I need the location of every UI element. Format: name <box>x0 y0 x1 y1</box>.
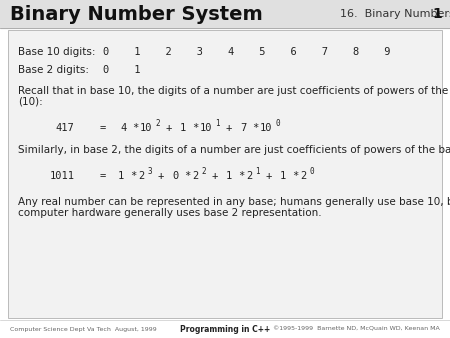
Text: 10: 10 <box>260 123 273 133</box>
Text: 1: 1 <box>432 7 442 21</box>
Text: *: * <box>184 171 190 181</box>
Text: 2: 2 <box>201 167 206 175</box>
Text: 0    1: 0 1 <box>103 65 140 75</box>
Text: 10: 10 <box>140 123 153 133</box>
Text: =: = <box>100 171 106 181</box>
Text: Similarly, in base 2, the digits of a number are just coefficients of powers of : Similarly, in base 2, the digits of a nu… <box>18 145 450 155</box>
Text: 16.  Binary Numbers: 16. Binary Numbers <box>340 9 450 19</box>
Text: *: * <box>132 123 138 133</box>
Text: (10):: (10): <box>18 96 43 106</box>
Bar <box>8 30 442 318</box>
Bar <box>0 0 450 28</box>
Text: Computer Science Dept Va Tech  August, 1999: Computer Science Dept Va Tech August, 19… <box>10 327 157 332</box>
Text: Base 2 digits:: Base 2 digits: <box>18 65 89 75</box>
Text: 4: 4 <box>120 123 126 133</box>
Text: 2: 2 <box>192 171 198 181</box>
Text: 1: 1 <box>226 171 232 181</box>
Text: +: + <box>158 171 164 181</box>
Text: Any real number can be represented in any base; humans generally use base 10, bu: Any real number can be represented in an… <box>18 197 450 207</box>
Text: 1: 1 <box>280 171 286 181</box>
Text: 0: 0 <box>275 119 279 127</box>
Text: 0: 0 <box>309 167 314 175</box>
Text: Recall that in base 10, the digits of a number are just coefficients of powers o: Recall that in base 10, the digits of a … <box>18 86 450 96</box>
Text: 2: 2 <box>138 171 144 181</box>
Text: 417: 417 <box>55 123 74 133</box>
Text: +: + <box>212 171 218 181</box>
Text: 0: 0 <box>172 171 178 181</box>
Text: 1: 1 <box>255 167 260 175</box>
Text: =: = <box>100 123 106 133</box>
Text: Binary Number System: Binary Number System <box>10 4 263 24</box>
Text: *: * <box>192 123 198 133</box>
Text: Base 10 digits:: Base 10 digits: <box>18 47 95 57</box>
Text: ©1995-1999  Barnette ND, McQuain WD, Keenan MA: ©1995-1999 Barnette ND, McQuain WD, Keen… <box>273 327 440 332</box>
Text: 2: 2 <box>246 171 252 181</box>
Text: 10: 10 <box>200 123 212 133</box>
Text: +: + <box>266 171 272 181</box>
Text: 2: 2 <box>300 171 306 181</box>
Text: *: * <box>238 171 244 181</box>
Text: *: * <box>130 171 136 181</box>
Text: computer hardware generally uses base 2 representation.: computer hardware generally uses base 2 … <box>18 208 322 218</box>
Text: 1: 1 <box>215 119 220 127</box>
Text: 1011: 1011 <box>50 171 75 181</box>
Text: 7: 7 <box>240 123 246 133</box>
Text: *: * <box>252 123 258 133</box>
Text: 1: 1 <box>180 123 186 133</box>
Text: +: + <box>225 123 231 133</box>
Text: 3: 3 <box>147 167 152 175</box>
Text: 2: 2 <box>155 119 160 127</box>
Text: +: + <box>165 123 171 133</box>
Text: 0    1    2    3    4    5    6    7    8    9: 0 1 2 3 4 5 6 7 8 9 <box>103 47 391 57</box>
Text: 1: 1 <box>118 171 124 181</box>
Text: Programming in C++: Programming in C++ <box>180 324 270 334</box>
Text: *: * <box>292 171 298 181</box>
